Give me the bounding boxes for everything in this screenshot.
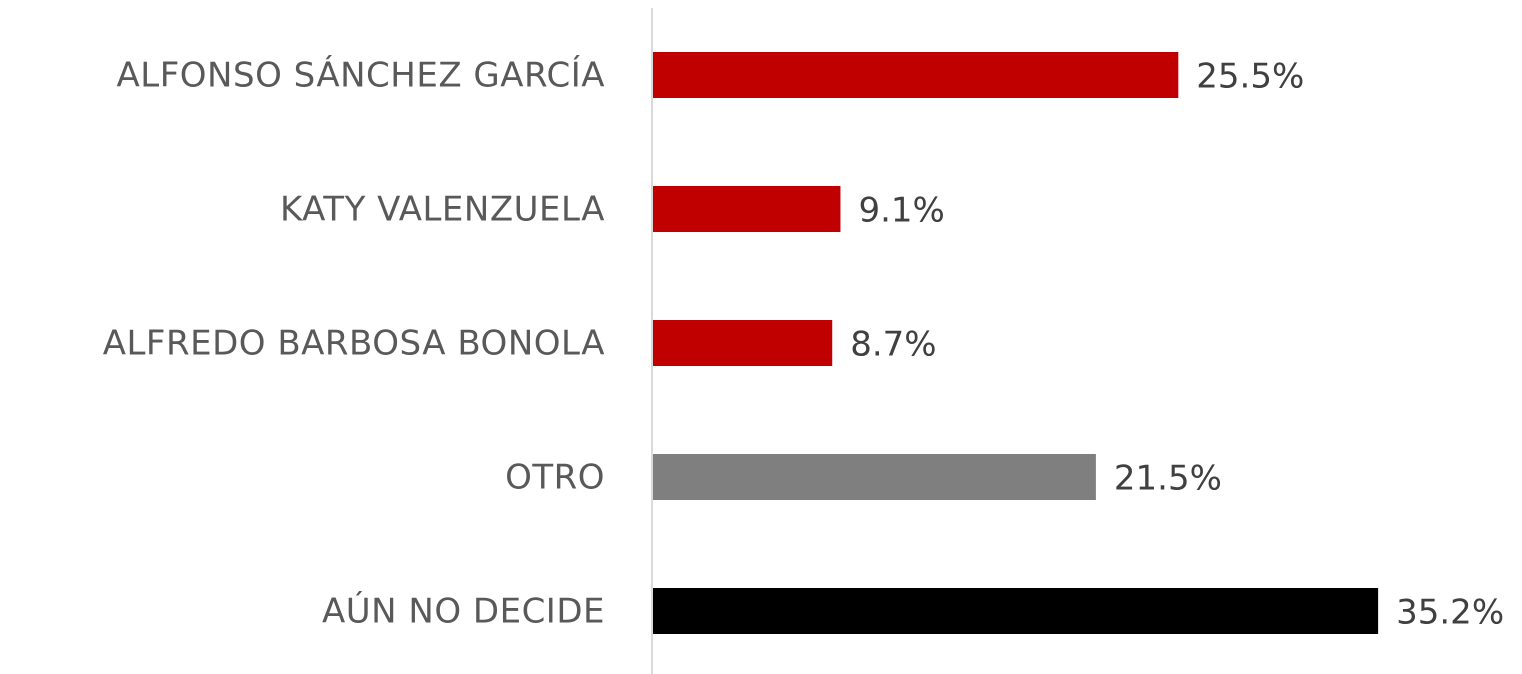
category-label: KATY VALENZUELA [280, 190, 605, 230]
category-label: AÚN NO DECIDE [322, 591, 605, 632]
bar [653, 320, 833, 366]
value-label: 8.7% [850, 325, 936, 365]
category-label: ALFREDO BARBOSA BONOLA [103, 324, 605, 364]
category-label: OTRO [505, 458, 605, 498]
value-label: 9.1% [858, 191, 944, 231]
bar [653, 454, 1096, 500]
bar [653, 588, 1379, 634]
category-label: ALFONSO SÁNCHEZ GARCÍA [117, 55, 605, 96]
value-label: 35.2% [1396, 593, 1504, 633]
bar [653, 186, 841, 232]
bar [653, 52, 1179, 98]
value-label: 25.5% [1196, 57, 1304, 97]
value-label: 21.5% [1114, 459, 1222, 499]
